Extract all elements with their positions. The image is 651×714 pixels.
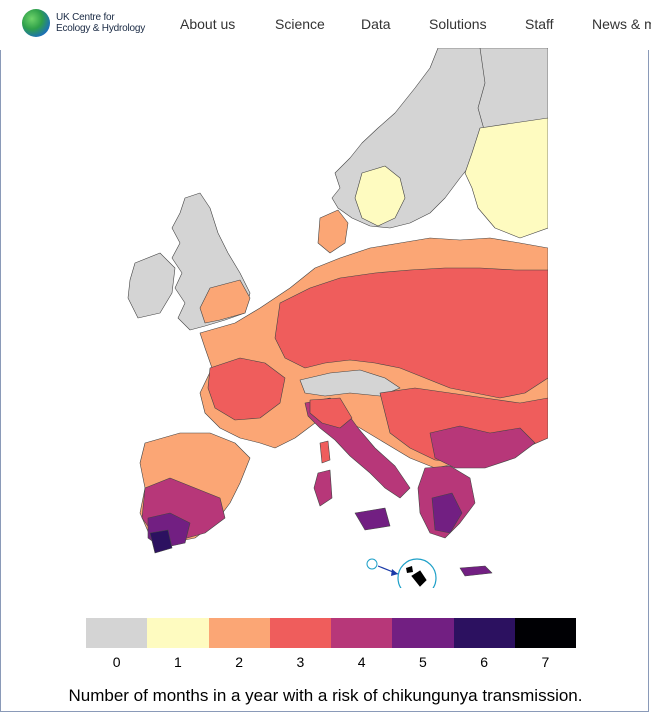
legend-ticks: 0 1 2 3 4 5 6 7: [86, 654, 576, 674]
legend-swatch-2: [208, 618, 270, 648]
malta-arrow-head: [391, 569, 398, 576]
nav-solutions[interactable]: Solutions: [429, 16, 487, 32]
legend-label-6: 6: [480, 654, 488, 670]
logo-line-2: Ecology & Hydrology: [56, 23, 146, 34]
malta-marker: [366, 558, 378, 570]
sicily-region: [354, 507, 391, 531]
legend-label-0: 0: [112, 654, 121, 670]
logo-line-1: UK Centre for: [56, 12, 115, 23]
iberia-dark: [149, 529, 173, 554]
nav-staff[interactable]: Staff: [525, 16, 554, 32]
balkans-magenta: [429, 425, 536, 469]
nav-data[interactable]: Data: [361, 16, 391, 32]
legend-swatch-5: [392, 618, 454, 648]
greece-purple: [431, 492, 463, 534]
south-sweden-yellow: [354, 165, 406, 227]
sardinia-region: [313, 469, 333, 507]
legend-label-7: 7: [541, 654, 550, 670]
risk-legend: [86, 618, 576, 648]
nav-science[interactable]: Science: [275, 16, 325, 32]
legend-label-5: 5: [418, 654, 427, 670]
ireland-region: [127, 252, 176, 319]
logo-text: UK Centre for Ecology & Hydrology: [56, 12, 145, 34]
nav-about-us[interactable]: About us: [180, 16, 236, 32]
italy-red-north: [309, 397, 353, 429]
central-europe-red: [274, 267, 548, 399]
crete-region: [459, 565, 493, 577]
france-red: [207, 357, 286, 421]
globe-logo-icon: [22, 9, 50, 37]
malta-island-small: [406, 566, 413, 573]
nav-news[interactable]: News & m: [592, 16, 651, 32]
ukceh-logo[interactable]: UK Centre for Ecology & Hydrology: [22, 9, 145, 37]
main-nav: About us Science Data Solutions Staff Ne…: [0, 16, 651, 36]
south-england-orange: [199, 279, 251, 324]
legend-label-2: 2: [235, 654, 243, 670]
denmark-region: [317, 209, 349, 254]
map-caption: Number of months in a year with a risk o…: [68, 686, 583, 705]
corsica-region: [319, 440, 331, 464]
baltic-yellow-region: [464, 117, 548, 239]
legend-label-1: 1: [173, 654, 182, 670]
legend-swatch-0: [86, 618, 148, 648]
legend-label-3: 3: [296, 654, 305, 670]
legend-swatch-6: [453, 618, 515, 648]
europe-risk-map: [127, 48, 548, 588]
legend-swatch-3: [269, 618, 331, 648]
legend-swatch-1: [147, 618, 209, 648]
site-header: UK Centre for Ecology & Hydrology About …: [0, 0, 651, 50]
legend-swatch-4: [331, 618, 393, 648]
legend-swatch-7: [514, 618, 576, 648]
malta-island-large: [411, 570, 427, 587]
legend-label-4: 4: [357, 654, 366, 670]
